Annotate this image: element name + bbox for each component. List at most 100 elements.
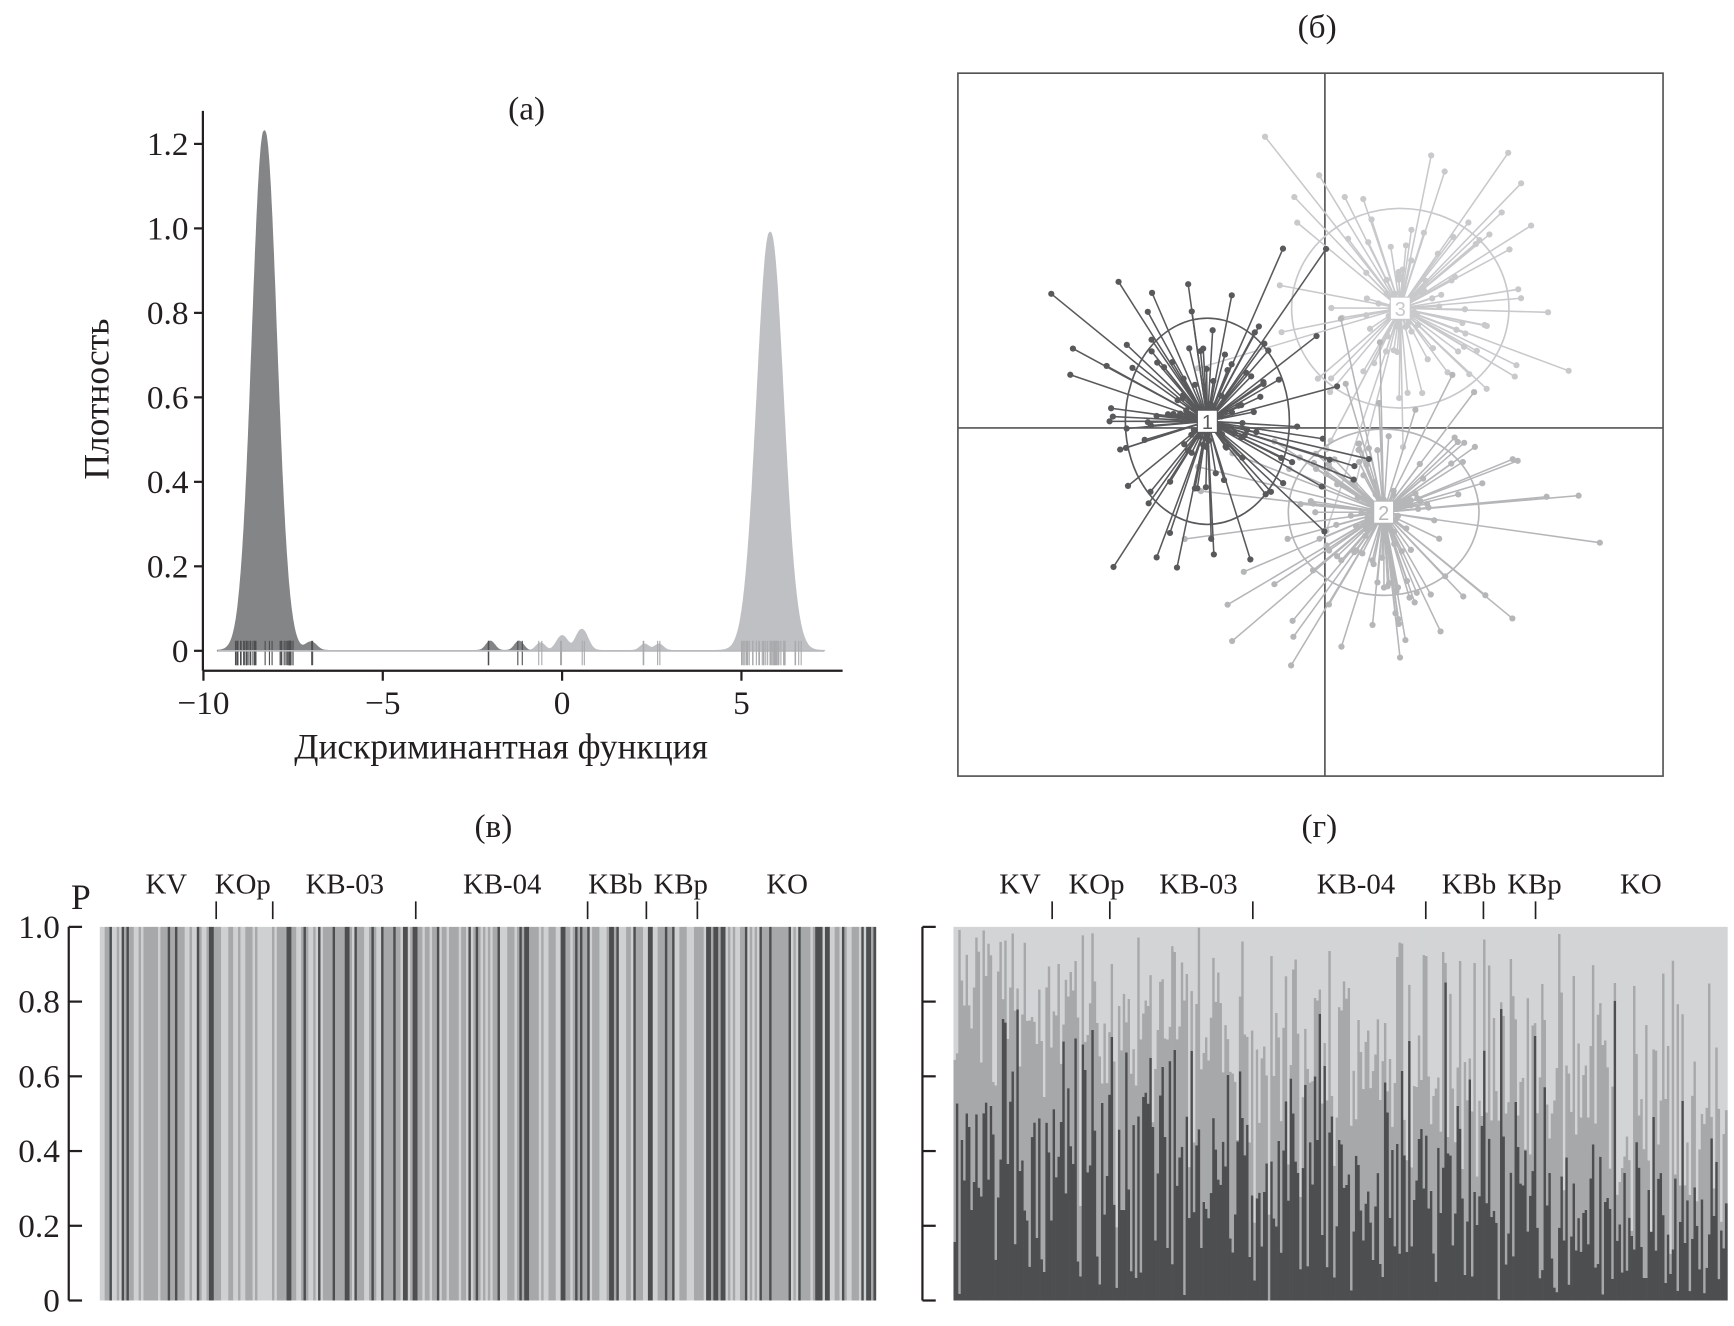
scatter-point [1202, 435, 1209, 442]
membership-bar [1142, 1013, 1145, 1097]
membership-bar [1691, 1238, 1694, 1301]
membership-bar [960, 1139, 964, 1301]
scatter-point [1191, 381, 1199, 388]
membership-bar [1466, 926, 1469, 1101]
membership-bar [1654, 1050, 1658, 1251]
membership-bar [1062, 926, 1066, 1025]
membership-bar [1698, 926, 1702, 1150]
membership-bar [997, 926, 1000, 972]
membership-bar [851, 926, 855, 1301]
membership-bar [1533, 926, 1537, 1024]
scatter-point [1209, 327, 1216, 334]
membership-bar [1354, 926, 1358, 1120]
membership-bar [395, 926, 399, 1301]
scatter-point [1231, 429, 1238, 437]
membership-bar [1335, 926, 1339, 1118]
membership-bar [165, 926, 169, 1301]
cluster-ray [1318, 174, 1401, 309]
membership-bar [1110, 1036, 1114, 1301]
membership-bar [1115, 1227, 1119, 1288]
membership-bar [1388, 1217, 1392, 1301]
membership-bar [1062, 1024, 1066, 1042]
membership-bar [1487, 926, 1491, 966]
membership-bar [953, 1242, 957, 1301]
membership-bar [371, 926, 375, 1301]
membership-bar [1277, 1140, 1281, 1301]
y-tick-label: 0.6 [147, 379, 189, 416]
membership-bar [992, 1081, 995, 1135]
membership-bar [1618, 1181, 1622, 1225]
membership-bar [749, 926, 753, 1301]
panel-a-density-plot: (а) −10 −5 0 500.20.40.60.81.01.2 Дискримин… [77, 91, 843, 766]
membership-bar [1142, 1096, 1145, 1301]
membership-bar [1275, 1226, 1278, 1301]
membership-bar [1069, 926, 1073, 972]
membership-bar [1117, 926, 1121, 1006]
membership-bar [1146, 926, 1150, 1006]
membership-bar [1296, 926, 1300, 1034]
membership-bar [740, 926, 743, 1301]
membership-bar [1103, 926, 1107, 1024]
membership-bar [1166, 926, 1170, 1040]
membership-bar [1308, 1142, 1312, 1301]
membership-bar [752, 926, 755, 1301]
membership-bar [706, 926, 709, 1301]
membership-bar [1533, 1023, 1537, 1036]
membership-bar [1589, 926, 1593, 1046]
membership-bar [868, 926, 872, 1301]
scatter-point [1169, 359, 1176, 366]
population-label: KOp [215, 869, 271, 901]
membership-bar [1647, 1190, 1651, 1301]
membership-bar [1241, 926, 1245, 942]
scatter-point [1297, 501, 1304, 508]
membership-bar [1006, 1038, 1010, 1164]
membership-bar [1134, 1277, 1138, 1301]
membership-bar [1705, 1267, 1709, 1301]
scatter-point [1428, 152, 1435, 159]
scatter-point [1316, 172, 1323, 179]
membership-bar [1301, 926, 1305, 1098]
membership-bar [109, 926, 113, 1301]
membership-bar [1316, 1139, 1319, 1301]
membership-bar [1161, 979, 1165, 1067]
membership-bar [1038, 989, 1041, 1119]
membership-bar [1287, 1200, 1290, 1301]
membership-bar [1495, 1222, 1498, 1301]
membership-bar [1004, 926, 1008, 941]
scatter-point [1498, 209, 1505, 216]
membership-bar [742, 926, 746, 1301]
membership-bar [480, 926, 484, 1301]
membership-bar [1458, 926, 1462, 961]
membership-bar [1538, 926, 1542, 1078]
population-label: KB-04 [463, 869, 541, 901]
membership-bar [982, 1113, 986, 1301]
membership-bar [1444, 982, 1448, 1301]
membership-bar [1478, 926, 1482, 1101]
scatter-point [1328, 375, 1335, 382]
membership-bar [1265, 926, 1269, 1076]
membership-bar [1374, 1206, 1378, 1301]
membership-bar [255, 926, 258, 1301]
membership-bar [284, 926, 287, 1301]
membership-bar [960, 980, 964, 1140]
membership-bar [1079, 1276, 1082, 1301]
membership-bar [1154, 1240, 1157, 1301]
membership-bar [1676, 1290, 1680, 1301]
cluster-ray [1400, 288, 1519, 309]
membership-bar [221, 926, 224, 1301]
scatter-point [1479, 480, 1486, 487]
membership-bar [1359, 1210, 1363, 1301]
membership-bar [1710, 1116, 1714, 1139]
membership-bar [405, 926, 409, 1301]
membership-bar [1144, 1092, 1148, 1301]
scatter-point [1481, 321, 1488, 329]
scatter-point [1278, 329, 1285, 336]
membership-bar [1207, 1060, 1211, 1219]
scatter-point [1360, 368, 1367, 375]
membership-bar [1509, 958, 1513, 1173]
scatter-point [1437, 628, 1444, 635]
cluster-ray [1399, 236, 1454, 309]
scatter-point [1408, 257, 1415, 264]
membership-bar [713, 926, 717, 1301]
scatter-point [1253, 429, 1260, 436]
